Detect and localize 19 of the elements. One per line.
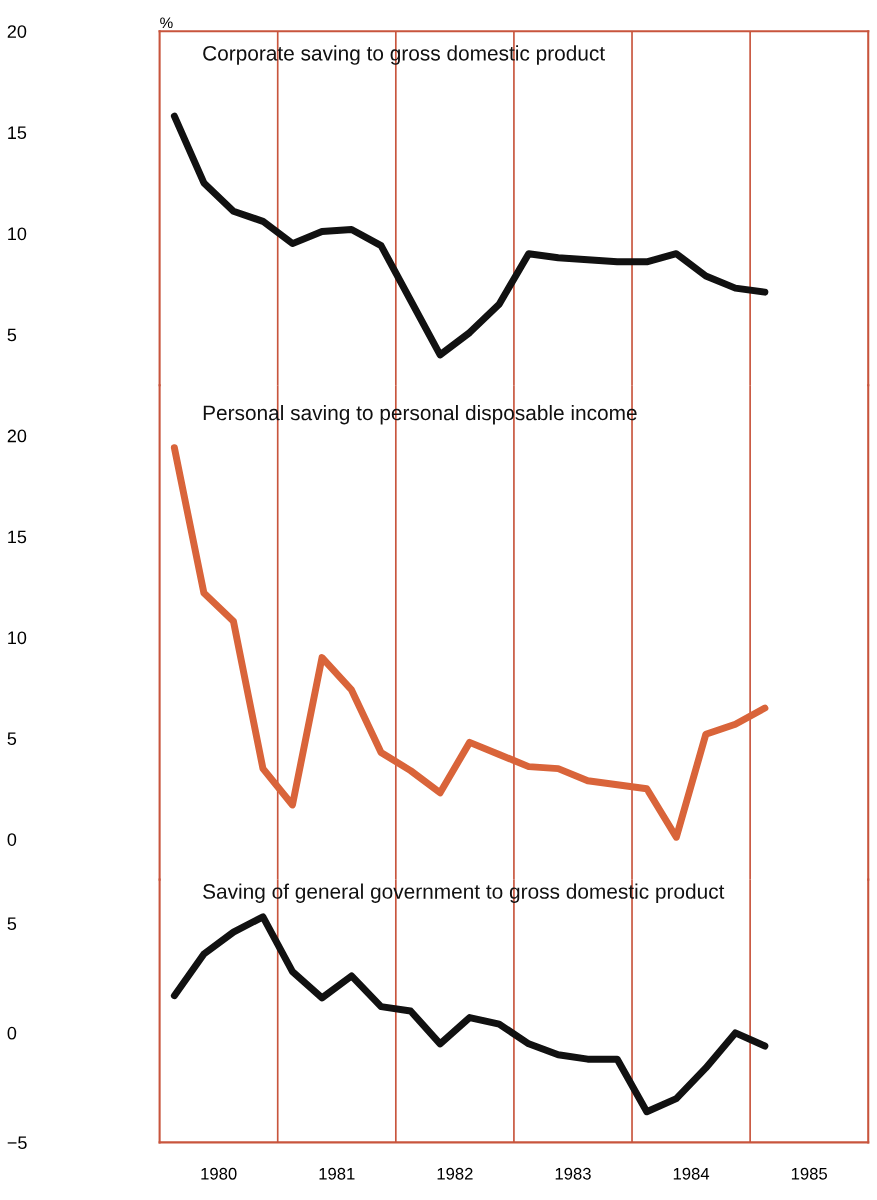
y-tick-label: 5 (7, 328, 17, 342)
x-tick-label: 1983 (555, 1167, 591, 1180)
x-tick-label: 1982 (437, 1167, 473, 1180)
y-tick-label: 0 (7, 833, 17, 846)
y-tick-label: 10 (8, 227, 27, 241)
y-tick-label: 20 (7, 429, 27, 443)
y-tick-label: 10 (8, 631, 27, 645)
y-tick-label: −5 (7, 1136, 27, 1150)
x-tick-label: 1980 (201, 1167, 237, 1180)
y-tick-label: 5 (7, 732, 17, 746)
y-tick-label: 15 (8, 126, 27, 140)
y-tick-label: 0 (7, 1026, 17, 1040)
y-axis-title: % (160, 17, 173, 29)
y-tick-label: 20 (7, 25, 27, 38)
x-tick-label: 1981 (319, 1167, 355, 1180)
x-tick-label: 1985 (791, 1167, 828, 1180)
x-tick-label: 1984 (673, 1167, 710, 1180)
y-tick-label: 5 (7, 917, 17, 931)
y-tick-label: 15 (8, 530, 27, 544)
